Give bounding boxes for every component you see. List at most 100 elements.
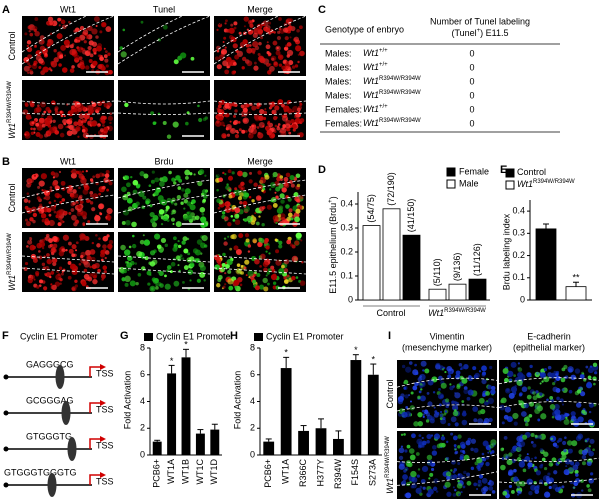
label-sup: R394W/R394W bbox=[379, 90, 421, 96]
cell bbox=[269, 65, 275, 72]
cell bbox=[224, 102, 231, 109]
cell bbox=[173, 280, 180, 287]
cell bbox=[68, 241, 72, 246]
cell bbox=[26, 207, 33, 214]
cell bbox=[242, 171, 248, 178]
cell bbox=[417, 411, 423, 418]
cell bbox=[295, 208, 301, 214]
cell bbox=[452, 493, 457, 497]
cell bbox=[224, 69, 230, 75]
cell bbox=[580, 374, 585, 379]
cell bbox=[87, 120, 92, 125]
cell bbox=[25, 221, 31, 227]
cell bbox=[488, 486, 494, 491]
cell bbox=[435, 490, 439, 493]
cell bbox=[291, 276, 296, 281]
cell bbox=[421, 440, 427, 446]
cell bbox=[41, 189, 44, 192]
cell bbox=[481, 365, 487, 372]
cell bbox=[491, 450, 495, 454]
cell bbox=[38, 134, 44, 139]
cell bbox=[67, 110, 74, 117]
cell bbox=[284, 46, 289, 51]
cell bbox=[403, 386, 408, 391]
cell bbox=[91, 272, 98, 279]
row-label: Wt1R394W/R394W bbox=[7, 233, 18, 291]
column-title: Merge bbox=[247, 156, 273, 166]
cell bbox=[24, 32, 28, 36]
cell bbox=[104, 256, 107, 260]
cell bbox=[289, 36, 292, 39]
cell bbox=[235, 129, 239, 134]
cell bbox=[47, 16, 54, 23]
cell bbox=[223, 36, 227, 40]
cell bbox=[401, 411, 408, 418]
cell bbox=[411, 433, 416, 439]
cell bbox=[183, 193, 189, 199]
y-tick-label: 0 bbox=[520, 294, 525, 304]
cell bbox=[463, 364, 469, 370]
cell bbox=[231, 37, 237, 43]
cell bbox=[490, 389, 496, 395]
tissue-boundary bbox=[21, 15, 115, 65]
cell bbox=[104, 173, 110, 178]
cell bbox=[240, 265, 244, 268]
cell bbox=[83, 268, 88, 273]
cell bbox=[48, 213, 52, 217]
cell bbox=[109, 121, 112, 125]
cell bbox=[224, 22, 227, 25]
cell bbox=[50, 61, 58, 68]
cell bbox=[587, 488, 592, 493]
cell bbox=[191, 199, 196, 204]
cell bbox=[120, 51, 127, 58]
cell bbox=[254, 212, 257, 215]
panel-sublabel: a bbox=[25, 16, 30, 26]
cell bbox=[48, 201, 52, 205]
cell bbox=[588, 450, 594, 457]
cell bbox=[226, 258, 233, 266]
cell bbox=[274, 105, 280, 111]
cell bbox=[32, 219, 36, 224]
cell bbox=[278, 63, 283, 67]
cell bbox=[71, 214, 77, 221]
cell bbox=[454, 451, 458, 455]
cell bbox=[240, 271, 244, 275]
cell bbox=[26, 46, 33, 53]
cell bbox=[96, 243, 101, 248]
y-axis-label: E11.5 epithelium (Brdu+) bbox=[328, 196, 339, 293]
tss-label: TSS bbox=[96, 440, 114, 450]
label-sup: +/+ bbox=[379, 104, 388, 110]
tissue-boundary bbox=[117, 194, 211, 214]
tissue-boundary bbox=[21, 194, 115, 214]
cell bbox=[227, 169, 232, 174]
cell bbox=[228, 175, 234, 181]
cell bbox=[35, 106, 42, 113]
cell bbox=[107, 252, 110, 255]
cell bbox=[84, 119, 88, 122]
cell bbox=[91, 121, 97, 127]
cell bbox=[420, 360, 427, 367]
cell bbox=[232, 121, 237, 126]
cell bbox=[409, 454, 416, 461]
cell bbox=[409, 400, 412, 403]
cell bbox=[29, 182, 32, 186]
cell bbox=[553, 370, 557, 374]
cell bbox=[568, 389, 573, 394]
cell bbox=[149, 250, 156, 256]
label-base: Wt1 bbox=[363, 118, 379, 128]
panel-label: B bbox=[2, 156, 10, 168]
cell bbox=[299, 118, 305, 123]
cell bbox=[284, 36, 289, 41]
bar-count: (72/190) bbox=[386, 172, 396, 206]
cell bbox=[230, 23, 234, 27]
cell bbox=[232, 62, 237, 66]
cell bbox=[405, 492, 412, 499]
table-cell: Wt1R394W/R394W bbox=[363, 90, 421, 101]
cell bbox=[564, 412, 569, 418]
cell bbox=[79, 200, 84, 205]
x-tick-label: WT1D bbox=[209, 459, 219, 485]
cell bbox=[61, 67, 68, 73]
cell bbox=[570, 374, 577, 381]
cell bbox=[66, 119, 71, 124]
cell bbox=[121, 220, 126, 225]
